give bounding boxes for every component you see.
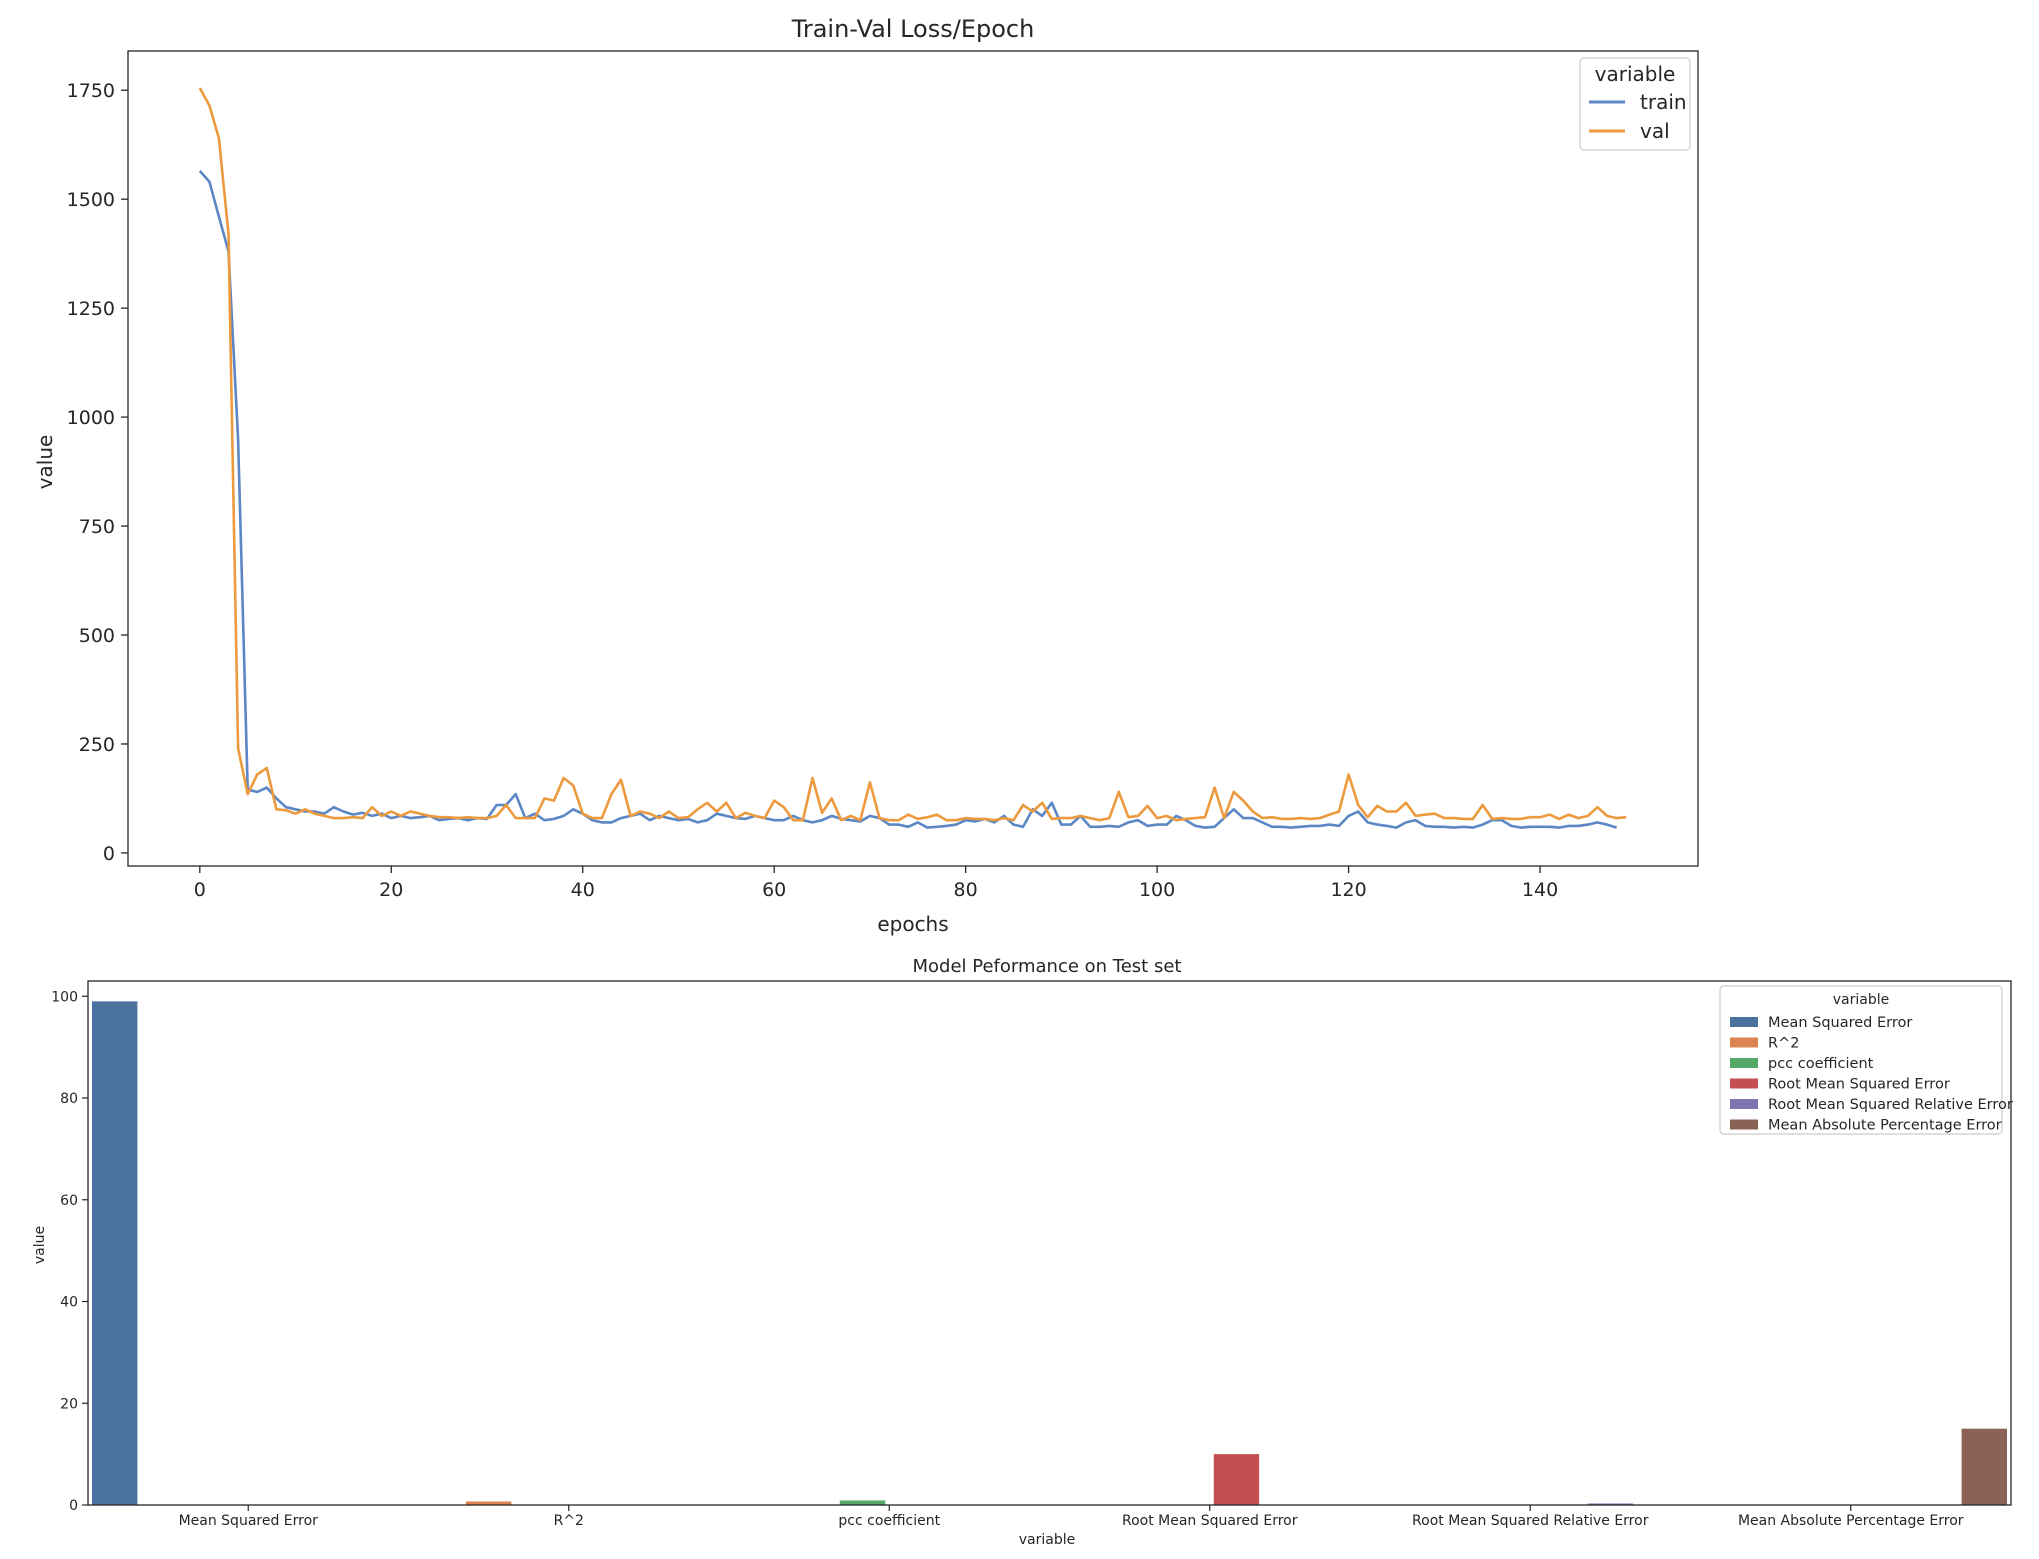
line-ytick-label: 1750 [67,80,115,102]
bar-legend-swatch [1730,1078,1758,1089]
line-xtick-label: 100 [1139,879,1175,901]
bar-chart-ticks: 0 20 40 60 80 100 Mean Squared Error R^2 pcc coe… [51,989,1964,1529]
bar [465,1501,512,1505]
bar-xtick-label: Mean Squared Error [179,1513,319,1529]
bar-legend-swatch [1730,1119,1758,1130]
bar-chart-frame [87,980,2012,1506]
line-xtick-label: 120 [1330,879,1366,901]
bar-legend-label: Root Mean Squared Error [1768,1077,1950,1093]
line-legend-label-train: train [1640,90,1687,114]
bar-legend-label: Root Mean Squared Relative Error [1768,1097,2013,1113]
line-xtick-label: 140 [1522,879,1558,901]
bar-xtick-label: Root Mean Squared Relative Error [1412,1513,1649,1529]
bar-legend-label: R^2 [1768,1036,1799,1052]
bar-legend-box [1719,985,2003,1135]
bar-legend-swatch [1730,1017,1758,1027]
bar [1961,1428,2007,1505]
bar-ytick-label: 0 [69,1498,78,1514]
line-legend-label-val: val [1640,119,1670,143]
bar-xtick-label: pcc coefficient [838,1513,940,1529]
bar [92,1001,138,1505]
bar-xtick-label: Mean Absolute Percentage Error [1738,1513,1964,1529]
line-ytick-label: 500 [79,625,115,647]
bar-legend-title: variable [1833,992,1889,1008]
line-xtick-label: 80 [954,879,978,901]
line-chart-xlabel: epochs [877,912,948,936]
line-chart-legend: variable train val [1579,57,1691,151]
line-chart-frame [127,50,1699,867]
loss-line-chart: Train-Val Loss/Epoch epochs value 0 20 40 6… [33,15,1699,936]
bar-legend-swatch [1730,1058,1758,1068]
line-xtick-label: 60 [762,879,786,901]
line-ytick-label: 1000 [67,407,115,429]
line-ytick-label: 750 [79,516,115,538]
line-chart-ticks: 0 20 40 60 80 100 120 140 0 250 500 750 1000 1250 1500… [67,80,1559,901]
bar-chart-legend: variable Mean Squared Error R^2 pcc coeffi… [1719,985,2013,1135]
bar-xtick-label: R^2 [554,1513,584,1529]
bar-legend-swatch [1730,1037,1758,1048]
series-line-val [198,87,1627,822]
bar-chart-bars [92,1001,2007,1505]
bar-legend-items: Mean Squared Error R^2 pcc coefficient Root… [1730,1015,2013,1134]
line-ytick-label: 1500 [67,189,115,211]
line-chart-title: Train-Val Loss/Epoch [791,15,1035,43]
bar-chart-xlabel: variable [1019,1532,1075,1548]
line-xtick-label: 20 [379,879,403,901]
bar-legend-label: Mean Absolute Percentage Error [1768,1118,2002,1134]
bar-xtick-label: Root Mean Squared Error [1122,1513,1298,1529]
line-chart-series [198,87,1627,829]
line-ytick-label: 250 [79,734,115,756]
bar [839,1500,886,1505]
bar-legend-label: pcc coefficient [1768,1056,1874,1072]
bar-ytick-label: 80 [60,1091,78,1107]
bar [1587,1503,1634,1505]
bar [1213,1454,1260,1505]
bar-ytick-label: 60 [60,1193,78,1209]
line-legend-box [1579,57,1691,151]
line-xtick-label: 40 [571,879,595,901]
line-ytick-label: 0 [103,843,115,865]
bar-chart-title: Model Peformance on Test set [913,956,1182,977]
bar-chart-ylabel: value [32,1226,48,1264]
bar-legend-swatch [1730,1099,1758,1109]
bar-legend-label: Mean Squared Error [1768,1015,1912,1031]
line-ytick-label: 1250 [67,298,115,320]
bar-ytick-label: 40 [60,1295,78,1311]
line-chart-ylabel: value [33,435,57,490]
line-legend-title: variable [1595,62,1676,86]
bar-ytick-label: 20 [60,1396,78,1412]
bar-ytick-label: 100 [51,989,78,1005]
series-line-train [198,170,1617,829]
line-xtick-label: 0 [194,879,206,901]
performance-bar-chart: Model Peformance on Test set variable va… [32,956,2013,1548]
